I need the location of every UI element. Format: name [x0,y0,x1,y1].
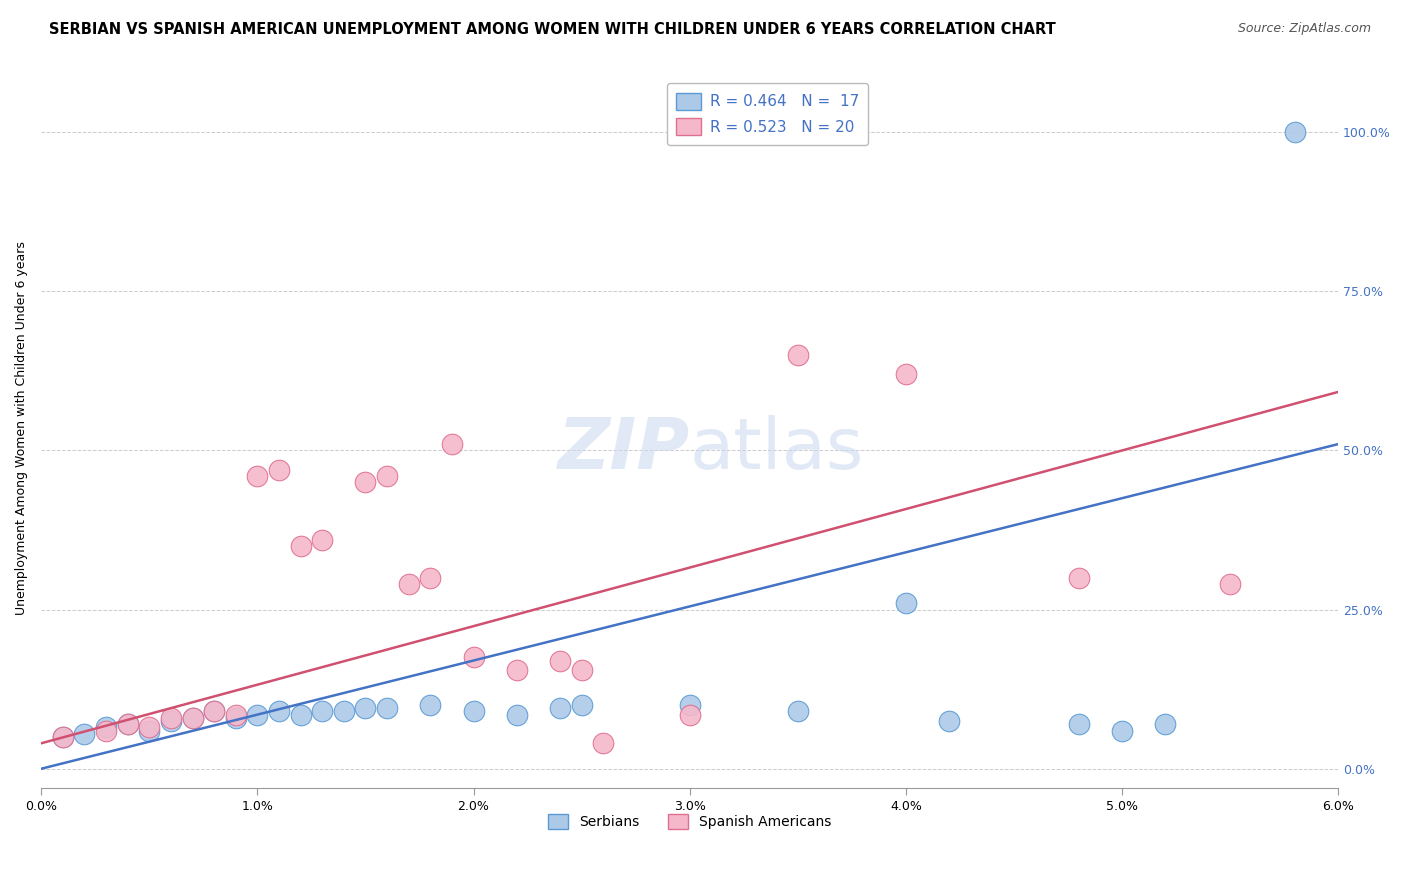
Point [398,577,420,591]
Point [246,469,269,483]
Point [181,711,204,725]
Legend: Serbians, Spanish Americans: Serbians, Spanish Americans [543,809,838,835]
Point [679,698,702,712]
Point [571,663,593,677]
Point [440,437,463,451]
Point [225,707,247,722]
Point [181,711,204,725]
Point [1284,125,1306,139]
Point [160,714,183,728]
Point [246,707,269,722]
Point [571,698,593,712]
Point [548,653,571,667]
Point [894,367,917,381]
Point [333,705,356,719]
Point [52,730,75,744]
Point [138,720,160,734]
Point [290,539,312,553]
Point [1067,717,1090,731]
Point [160,711,183,725]
Text: SERBIAN VS SPANISH AMERICAN UNEMPLOYMENT AMONG WOMEN WITH CHILDREN UNDER 6 YEARS: SERBIAN VS SPANISH AMERICAN UNEMPLOYMENT… [49,22,1056,37]
Point [354,475,377,490]
Point [202,705,225,719]
Point [375,701,398,715]
Point [506,707,529,722]
Point [592,736,614,750]
Point [225,711,247,725]
Point [463,705,485,719]
Point [463,650,485,665]
Point [202,705,225,719]
Y-axis label: Unemployment Among Women with Children Under 6 years: Unemployment Among Women with Children U… [15,241,28,615]
Point [548,701,571,715]
Point [1111,723,1133,738]
Text: Source: ZipAtlas.com: Source: ZipAtlas.com [1237,22,1371,36]
Point [311,705,333,719]
Point [419,571,441,585]
Point [73,727,96,741]
Point [1154,717,1177,731]
Point [354,701,377,715]
Point [1067,571,1090,585]
Point [679,707,702,722]
Point [94,723,117,738]
Point [786,348,808,362]
Point [117,717,139,731]
Point [138,723,160,738]
Point [938,714,960,728]
Point [419,698,441,712]
Point [506,663,529,677]
Point [786,705,808,719]
Point [375,469,398,483]
Point [267,462,290,476]
Point [52,730,75,744]
Point [894,596,917,610]
Point [290,707,312,722]
Point [311,533,333,547]
Point [267,705,290,719]
Point [117,717,139,731]
Text: ZIP: ZIP [558,416,690,484]
Point [94,720,117,734]
Text: atlas: atlas [690,416,865,484]
Point [1219,577,1241,591]
